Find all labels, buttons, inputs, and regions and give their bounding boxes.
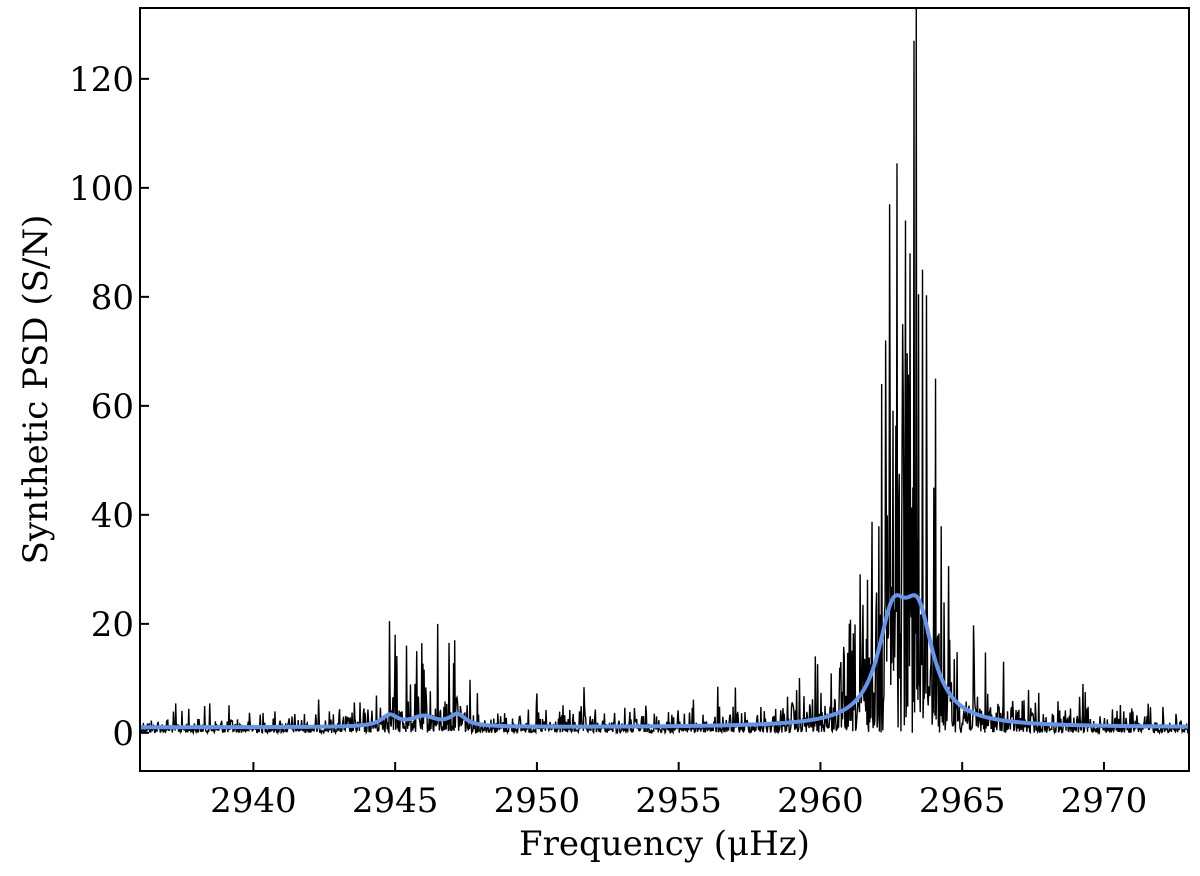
y-tick-label: 60 <box>91 387 134 427</box>
y-tick-label: 20 <box>91 605 134 645</box>
y-tick-label: 120 <box>69 60 134 100</box>
x-tick-label: 2960 <box>777 781 864 821</box>
axis-tick-labels: 2940 2945 2950 2955 2960 2965 2970 0 20 40 60 80 100… <box>69 60 1147 821</box>
y-tick-label: 100 <box>69 169 134 209</box>
x-tick-label: 2950 <box>494 781 581 821</box>
axis-ticks <box>140 77 1105 771</box>
y-tick-label: 40 <box>91 496 134 536</box>
y-tick-label: 80 <box>91 278 134 318</box>
x-tick-label: 2970 <box>1061 781 1148 821</box>
y-tick-label: 0 <box>112 714 134 754</box>
y-axis-label: Synthetic PSD (S/N) <box>16 215 56 565</box>
plot-area <box>139 7 1190 736</box>
smoothed-profile-line <box>139 593 1190 730</box>
x-tick-label: 2940 <box>210 781 297 821</box>
x-tick-label: 2965 <box>919 781 1006 821</box>
plot-frame <box>139 7 1190 772</box>
x-tick-label: 2945 <box>352 781 439 821</box>
x-tick-label: 2955 <box>635 781 722 821</box>
x-axis-label: Frequency (μHz) <box>519 824 810 864</box>
